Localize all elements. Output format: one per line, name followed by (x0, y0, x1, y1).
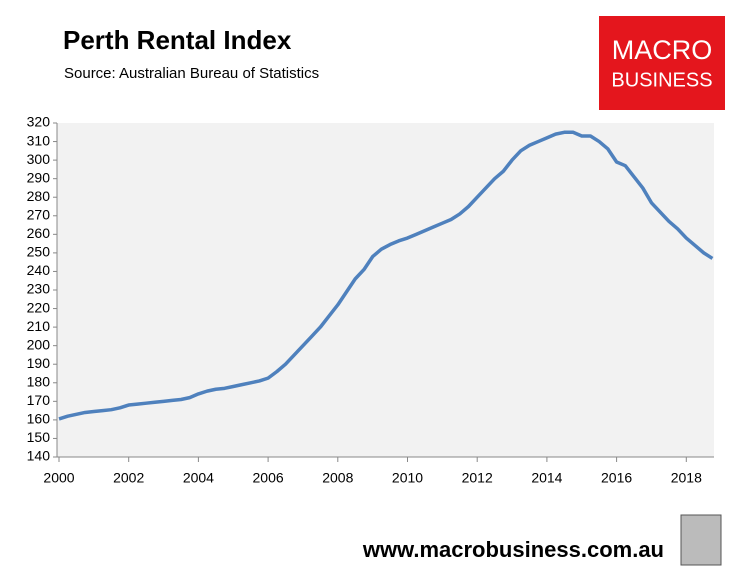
y-tick-label: 260 (27, 225, 51, 241)
y-tick-label: 160 (27, 411, 51, 427)
y-tick-label: 230 (27, 281, 51, 297)
y-tick-label: 240 (27, 262, 51, 278)
y-tick-label: 210 (27, 318, 51, 334)
logo-text: BUSINESS (611, 69, 712, 91)
y-tick-label: 270 (27, 206, 51, 222)
logo-text: MACRO (612, 35, 713, 65)
x-tick-label: 2006 (253, 470, 284, 486)
y-tick-label: 200 (27, 336, 51, 352)
chart-subtitle: Source: Australian Bureau of Statistics (64, 65, 319, 82)
y-tick-label: 180 (27, 373, 51, 389)
x-tick-label: 2012 (462, 470, 493, 486)
y-tick-label: 310 (27, 132, 51, 148)
x-tick-label: 2016 (601, 470, 632, 486)
y-tick-label: 220 (27, 299, 51, 315)
data-line (58, 130, 714, 421)
y-tick-label: 250 (27, 244, 51, 260)
y-tick-label: 280 (27, 188, 51, 204)
y-tick-label: 140 (27, 448, 51, 464)
footer: www.macrobusiness.com.au (362, 537, 664, 562)
y-tick-label: 190 (27, 355, 51, 371)
x-tick-label: 2010 (392, 470, 423, 486)
chart-title: Perth Rental Index (63, 25, 292, 55)
x-tick-label: 2018 (671, 470, 702, 486)
x-tick-label: 2004 (183, 470, 214, 486)
y-tick-label: 320 (27, 114, 51, 130)
wolf-icon (680, 514, 722, 566)
logo-box (599, 16, 725, 110)
y-tick-label: 290 (27, 169, 51, 185)
x-tick-label: 2014 (531, 470, 562, 486)
y-tick-label: 170 (27, 392, 51, 408)
y-tick-label: 150 (27, 429, 51, 445)
x-tick-label: 2000 (43, 470, 74, 486)
y-tick-label: 300 (27, 151, 51, 167)
plot-area (57, 123, 714, 457)
x-tick-label: 2002 (113, 470, 144, 486)
x-tick-label: 2008 (322, 470, 353, 486)
